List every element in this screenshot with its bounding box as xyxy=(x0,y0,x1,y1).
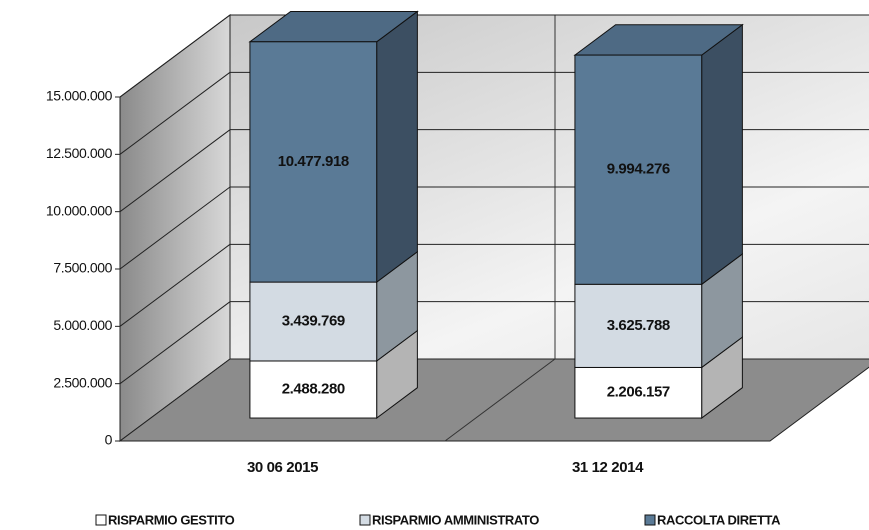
data-label: 9.994.276 xyxy=(607,161,670,178)
x-tick-label: 31 12 2014 xyxy=(572,459,644,476)
y-tick-label: 7.500.000 xyxy=(53,260,112,276)
floor xyxy=(118,358,869,442)
y-tick-label: 10.000.000 xyxy=(46,202,113,218)
y-tick-label: 15.000.000 xyxy=(46,88,113,104)
grid-line xyxy=(119,243,231,327)
data-label: 3.625.788 xyxy=(607,317,670,334)
legend-label: RACCOLTA DIRETTA xyxy=(657,512,781,527)
y-tick-label: 2.500.000 xyxy=(53,374,112,390)
grid-line xyxy=(119,186,231,270)
bar xyxy=(249,41,378,283)
floor-divider xyxy=(444,358,556,442)
bar-side xyxy=(376,10,418,284)
grid-line xyxy=(119,71,231,155)
grid-line xyxy=(119,129,231,213)
legend-swatch xyxy=(359,514,371,526)
x-tick-label: 30 06 2015 xyxy=(247,459,318,476)
bar xyxy=(574,54,703,285)
bar xyxy=(249,360,378,419)
data-label: 10.477.918 xyxy=(278,153,349,170)
y-tick-label: 0 xyxy=(105,432,113,448)
legend-swatch xyxy=(644,514,656,526)
legend-label: RISPARMIO GESTITO xyxy=(108,512,235,527)
legend-swatch xyxy=(95,514,107,526)
data-label: 2.206.157 xyxy=(607,384,670,401)
data-label: 3.439.769 xyxy=(282,313,345,330)
y-tick-label: 12.500.000 xyxy=(46,145,113,161)
grid-line xyxy=(119,14,231,98)
bar-side xyxy=(701,23,743,286)
y-tick-label: 5.000.000 xyxy=(53,317,112,333)
bar xyxy=(574,283,703,368)
data-label: 2.488.280 xyxy=(282,380,345,397)
bar xyxy=(574,366,703,419)
grid-line xyxy=(119,301,231,385)
legend-label: RISPARMIO AMMINISTRATO xyxy=(372,512,539,527)
